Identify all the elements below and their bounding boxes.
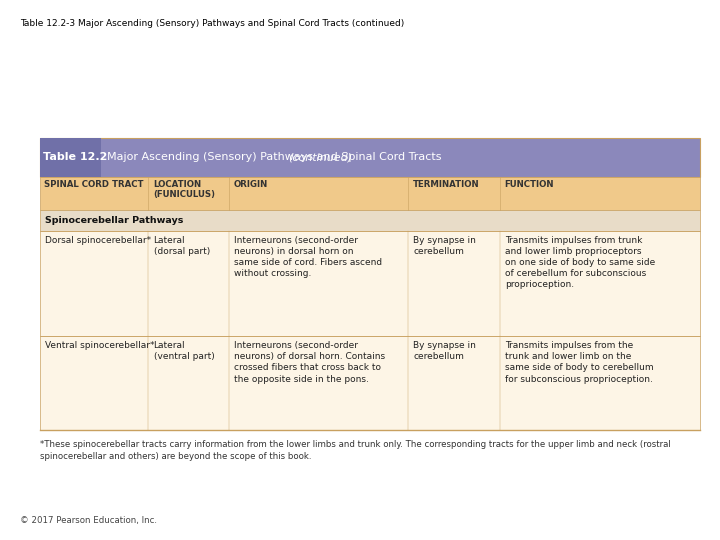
Text: SPINAL CORD TRACT: SPINAL CORD TRACT — [44, 180, 143, 189]
Text: TERMINATION: TERMINATION — [413, 180, 480, 189]
Text: Major Ascending (Sensory) Pathways and Spinal Cord Tracts: Major Ascending (Sensory) Pathways and S… — [107, 152, 444, 162]
Text: Table 12.2-3 Major Ascending (Sensory) Pathways and Spinal Cord Tracts (continue: Table 12.2-3 Major Ascending (Sensory) P… — [20, 19, 405, 28]
Text: Spinocerebellar Pathways: Spinocerebellar Pathways — [45, 216, 183, 225]
Text: Transmits impulses from the
trunk and lower limb on the
same side of body to cer: Transmits impulses from the trunk and lo… — [505, 341, 653, 383]
Text: Interneurons (second-order
neurons) in dorsal horn on
same side of cord. Fibers : Interneurons (second-order neurons) in d… — [234, 236, 382, 278]
Text: © 2017 Pearson Education, Inc.: © 2017 Pearson Education, Inc. — [20, 516, 157, 525]
Text: Interneurons (second-order
neurons) of dorsal horn. Contains
crossed fibers that: Interneurons (second-order neurons) of d… — [234, 341, 385, 383]
Bar — [40, 138, 101, 177]
Text: *These spinocerebellar tracts carry information from the lower limbs and trunk o: *These spinocerebellar tracts carry info… — [40, 440, 670, 461]
Bar — [40, 336, 700, 430]
Bar — [40, 177, 700, 210]
Text: Ventral spinocerebellar*: Ventral spinocerebellar* — [45, 341, 154, 350]
Text: ORIGIN: ORIGIN — [233, 180, 268, 189]
Bar — [40, 210, 700, 231]
Text: Lateral
(dorsal part): Lateral (dorsal part) — [153, 236, 210, 256]
Text: By synapse in
cerebellum: By synapse in cerebellum — [413, 341, 476, 361]
Text: By synapse in
cerebellum: By synapse in cerebellum — [413, 236, 476, 256]
Text: Lateral
(ventral part): Lateral (ventral part) — [153, 341, 215, 361]
Text: Transmits impulses from trunk
and lower limb proprioceptors
on one side of body : Transmits impulses from trunk and lower … — [505, 236, 655, 289]
Text: FUNCTION: FUNCTION — [504, 180, 554, 189]
Text: Table 12.2: Table 12.2 — [43, 152, 107, 162]
Text: Dorsal spinocerebellar*: Dorsal spinocerebellar* — [45, 236, 150, 245]
Bar — [40, 231, 700, 336]
Text: (continued): (continued) — [288, 152, 352, 162]
Bar — [40, 138, 700, 177]
Text: LOCATION
(FUNICULUS): LOCATION (FUNICULUS) — [153, 180, 215, 199]
